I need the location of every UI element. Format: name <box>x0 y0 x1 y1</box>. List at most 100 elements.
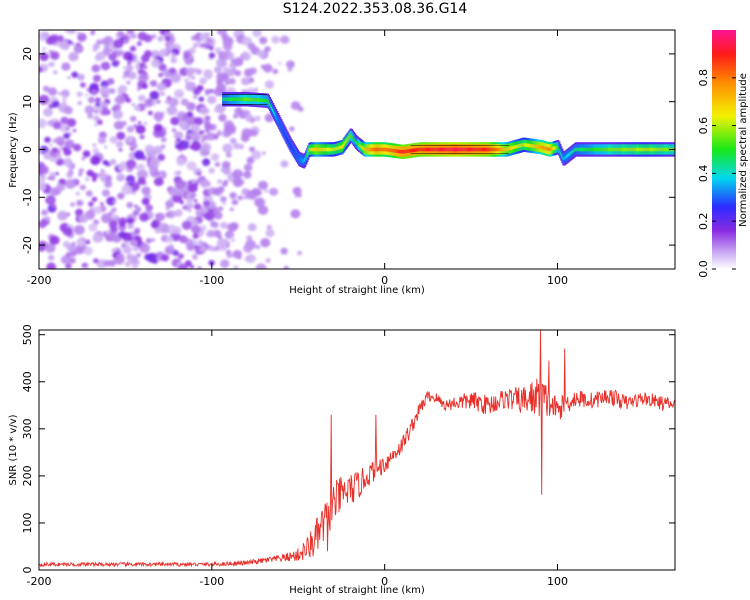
noise-blob <box>200 247 205 252</box>
noise-blob <box>260 64 265 69</box>
noise-blob <box>193 88 201 96</box>
noise-blob <box>76 91 83 97</box>
noise-blob <box>129 45 137 52</box>
noise-blob <box>94 123 98 127</box>
noise-blob <box>66 171 73 178</box>
noise-blob <box>155 221 160 225</box>
noise-blob <box>86 169 94 177</box>
noise-blob <box>92 74 102 83</box>
noise-blob <box>110 213 117 220</box>
noise-blob <box>113 103 122 111</box>
noise-blob <box>128 71 137 80</box>
noise-blob <box>94 110 98 114</box>
y-tick-label: 0 <box>21 567 34 574</box>
noise-blob <box>61 255 72 265</box>
noise-blob <box>67 163 73 169</box>
noise-blob <box>65 179 76 189</box>
noise-blob <box>221 222 228 229</box>
noise-blob <box>84 105 95 115</box>
noise-blob <box>188 208 192 212</box>
noise-blob <box>255 263 267 269</box>
noise-blob <box>229 192 237 199</box>
noise-blob <box>47 120 54 127</box>
noise-blob <box>116 253 125 261</box>
noise-blob <box>229 207 234 212</box>
noise-blob <box>225 152 232 158</box>
noise-blob <box>173 226 182 235</box>
noise-blob <box>170 72 182 83</box>
ridge-core-segment <box>557 145 560 149</box>
noise-blob <box>191 178 197 184</box>
noise-blob <box>82 150 91 158</box>
y-tick-label: -20 <box>21 236 34 254</box>
noise-blob <box>236 106 242 112</box>
noise-blob <box>218 113 227 122</box>
noise-blob <box>195 68 202 75</box>
noise-blob <box>160 225 170 234</box>
noise-blob <box>154 227 162 234</box>
spectrogram-y-label: Frequency (Hz) <box>8 112 19 188</box>
noise-blob <box>271 35 280 44</box>
x-tick-label: -200 <box>27 274 52 287</box>
noise-blob <box>233 113 238 119</box>
noise-blob <box>149 157 161 167</box>
noise-blob <box>115 60 120 64</box>
noise-blob <box>101 189 111 197</box>
noise-blob <box>133 124 138 128</box>
colorbar-tick-label: 0.8 <box>697 69 710 87</box>
x-tick-label: 100 <box>547 575 568 588</box>
noise-blob <box>257 50 266 58</box>
noise-blob <box>137 31 148 41</box>
noise-blob <box>146 252 158 263</box>
noise-blob <box>216 130 222 135</box>
noise-blob <box>61 101 67 107</box>
noise-blob <box>100 169 105 173</box>
noise-blob <box>243 171 252 179</box>
noise-blob <box>171 128 177 133</box>
noise-blob <box>143 65 148 70</box>
noise-blob <box>136 261 141 265</box>
noise-blob <box>140 54 150 63</box>
noise-blob <box>262 151 266 155</box>
noise-blob <box>118 147 123 152</box>
noise-blob <box>297 251 302 256</box>
noise-blob <box>39 177 46 184</box>
noise-blob <box>280 247 288 255</box>
noise-blob <box>64 139 75 149</box>
noise-blob <box>136 41 142 47</box>
noise-blob <box>228 232 235 238</box>
noise-blob <box>158 63 167 72</box>
noise-blob <box>132 263 138 269</box>
colorbar-tick-label: 0.4 <box>697 165 710 183</box>
noise-blob <box>161 254 170 262</box>
ridge-core-segment <box>599 147 602 152</box>
noise-blob <box>203 210 215 221</box>
noise-blob <box>77 31 81 36</box>
noise-blob <box>157 153 166 161</box>
noise-blob <box>181 220 192 230</box>
ridge-core-segment <box>655 147 658 152</box>
noise-blob <box>220 61 226 66</box>
noise-blob <box>207 89 213 94</box>
noise-blob <box>91 196 98 202</box>
noise-blob <box>266 224 273 230</box>
noise-blob <box>123 39 129 44</box>
noise-blob <box>214 107 221 113</box>
noise-blob <box>198 96 205 102</box>
noise-blob <box>153 111 164 122</box>
noise-blob <box>47 87 58 96</box>
colorbar-gradient <box>712 30 736 269</box>
noise-blob <box>254 115 261 122</box>
noise-blob <box>83 246 93 256</box>
ridge-core-segment <box>542 146 545 150</box>
noise-blob <box>206 37 213 44</box>
noise-blob <box>153 123 163 132</box>
noise-blob <box>199 242 203 246</box>
noise-blob <box>197 266 202 269</box>
noise-blob <box>217 179 223 185</box>
noise-blob <box>190 131 202 142</box>
noise-blob <box>91 30 96 33</box>
noise-blob <box>149 90 160 100</box>
noise-blob <box>93 258 99 264</box>
noise-blob <box>205 73 213 80</box>
